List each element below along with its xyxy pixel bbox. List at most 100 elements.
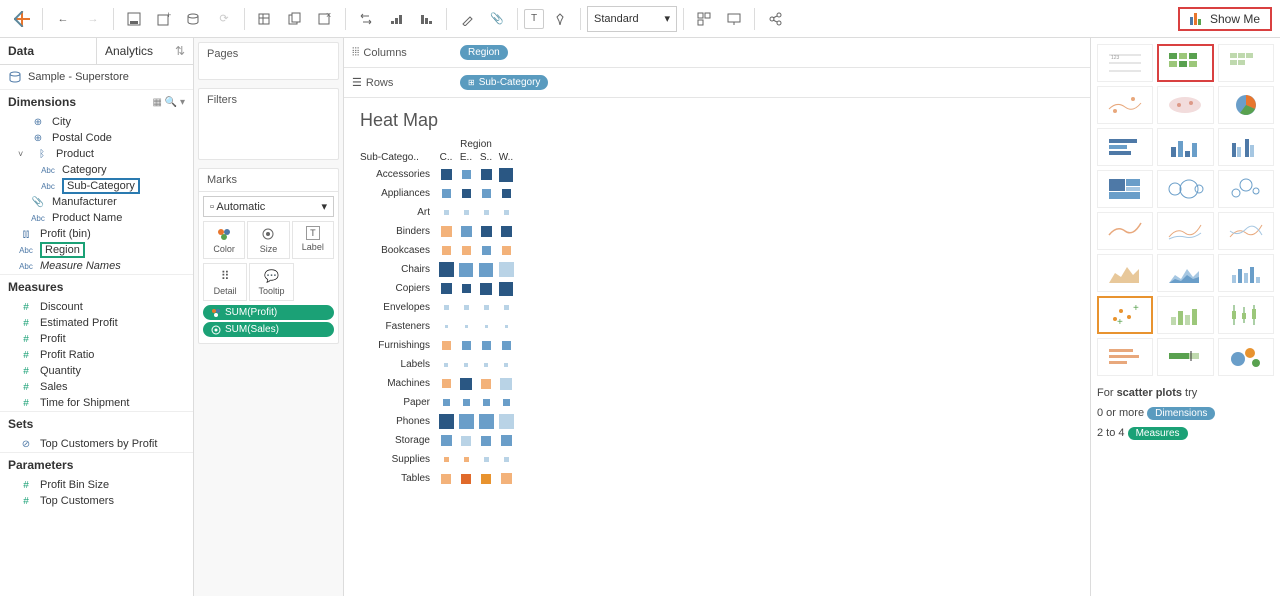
new-datasource-icon[interactable]: +: [150, 5, 178, 33]
show-me-thumb-23[interactable]: [1218, 338, 1274, 376]
columns-pill-region[interactable]: Region: [460, 45, 508, 60]
field-subcategory[interactable]: AbcSub-Category: [0, 178, 193, 194]
back-icon[interactable]: ←: [49, 5, 77, 33]
param-item[interactable]: #Top Customers: [0, 493, 193, 509]
measures-header: Measures: [0, 274, 193, 299]
pill-profit[interactable]: SUM(Profit): [203, 305, 334, 320]
tab-data[interactable]: Data: [0, 38, 97, 64]
marks-tooltip[interactable]: 💬Tooltip: [249, 263, 293, 301]
hm-row: Bookcases: [360, 241, 1074, 260]
field-profitbin[interactable]: ⫾⫾Profit (bin): [0, 226, 193, 242]
rows-pill-subcategory[interactable]: ⊞ Sub-Category: [460, 75, 548, 90]
group-icon[interactable]: 📎: [483, 5, 511, 33]
cards-icon[interactable]: [690, 5, 718, 33]
duplicate-icon[interactable]: [281, 5, 309, 33]
show-me-thumb-16[interactable]: [1157, 254, 1213, 292]
fit-select[interactable]: Standard▾: [587, 6, 677, 32]
columns-shelf[interactable]: ⦙⦙⦙ Columns Region: [344, 38, 1090, 68]
marks-size[interactable]: Size: [247, 221, 289, 259]
marks-type-select[interactable]: ▫ Automatic▾: [203, 196, 334, 217]
cards-column: Pages Filters Marks ▫ Automatic▾ Color S…: [194, 38, 344, 596]
svg-text:×: ×: [326, 12, 331, 20]
pin-icon[interactable]: [546, 5, 574, 33]
measure-discount[interactable]: #Discount: [0, 299, 193, 315]
presentation-icon[interactable]: [720, 5, 748, 33]
hm-row: Furnishings: [360, 336, 1074, 355]
measure-profitratio[interactable]: #Profit Ratio: [0, 347, 193, 363]
show-me-button[interactable]: Show Me: [1178, 7, 1272, 31]
dimensions-header: Dimensions ▦ 🔍 ▾: [0, 89, 193, 114]
show-me-thumb-3[interactable]: [1097, 86, 1153, 124]
measure-quantity[interactable]: #Quantity: [0, 363, 193, 379]
sort-desc-icon[interactable]: [412, 5, 440, 33]
marks-color[interactable]: Color: [203, 221, 245, 259]
share-icon[interactable]: [761, 5, 789, 33]
show-me-thumb-9[interactable]: [1097, 170, 1153, 208]
param-item[interactable]: #Profit Bin Size: [0, 477, 193, 493]
hm-row: Envelopes: [360, 298, 1074, 317]
marks-label[interactable]: TLabel: [292, 221, 334, 259]
data-sidebar: Data Analytics⇅ Sample - Superstore Dime…: [0, 38, 194, 596]
highlight-icon[interactable]: [453, 5, 481, 33]
show-me-thumb-0[interactable]: 123: [1097, 44, 1153, 82]
show-me-thumb-8[interactable]: [1218, 128, 1274, 166]
datasource-row[interactable]: Sample - Superstore: [0, 65, 193, 89]
hm-row: Accessories: [360, 165, 1074, 184]
show-me-thumb-14[interactable]: [1218, 212, 1274, 250]
field-manufacturer[interactable]: 📎Manufacturer: [0, 194, 193, 210]
new-worksheet-icon[interactable]: [251, 5, 279, 33]
field-category[interactable]: AbcCategory: [0, 162, 193, 178]
show-me-thumb-22[interactable]: [1157, 338, 1213, 376]
hm-row: Appliances: [360, 184, 1074, 203]
show-me-icon: [1190, 13, 1204, 25]
filters-card[interactable]: Filters: [198, 88, 339, 160]
hm-row: Labels: [360, 355, 1074, 374]
show-me-thumb-10[interactable]: [1157, 170, 1213, 208]
hm-row: Paper: [360, 393, 1074, 412]
field-region[interactable]: AbcRegion: [0, 242, 193, 258]
show-me-thumb-17[interactable]: [1218, 254, 1274, 292]
measure-timeforshipment[interactable]: #Time for Shipment: [0, 395, 193, 411]
field-measurenames[interactable]: AbcMeasure Names: [0, 258, 193, 274]
field-productname[interactable]: AbcProduct Name: [0, 210, 193, 226]
viz-title[interactable]: Heat Map: [360, 110, 1074, 131]
hm-row: Phones: [360, 412, 1074, 431]
show-me-thumb-21[interactable]: [1097, 338, 1153, 376]
show-me-thumb-19[interactable]: [1157, 296, 1213, 334]
forward-icon[interactable]: →: [79, 5, 107, 33]
logo-icon[interactable]: [8, 5, 36, 33]
sort-asc-icon[interactable]: [382, 5, 410, 33]
show-me-thumb-2[interactable]: [1218, 44, 1274, 82]
field-product[interactable]: ˅ᛒProduct: [0, 146, 193, 162]
show-me-thumb-6[interactable]: [1097, 128, 1153, 166]
pause-icon[interactable]: [180, 5, 208, 33]
save-icon[interactable]: [120, 5, 148, 33]
show-me-thumb-18[interactable]: ++: [1097, 296, 1153, 334]
measure-profit[interactable]: #Profit: [0, 331, 193, 347]
rows-shelf[interactable]: ☰ Rows ⊞ Sub-Category: [344, 68, 1090, 98]
show-me-thumb-4[interactable]: [1157, 86, 1213, 124]
clear-icon[interactable]: ×: [311, 5, 339, 33]
hm-row: Fasteners: [360, 317, 1074, 336]
show-me-thumb-11[interactable]: [1218, 170, 1274, 208]
show-me-thumb-13[interactable]: [1157, 212, 1213, 250]
show-me-thumb-1[interactable]: [1157, 44, 1213, 82]
measure-estimatedprofit[interactable]: #Estimated Profit: [0, 315, 193, 331]
field-city[interactable]: ⊕City: [0, 114, 193, 130]
show-me-thumb-5[interactable]: [1218, 86, 1274, 124]
set-item[interactable]: ⊘Top Customers by Profit: [0, 436, 193, 452]
swap-icon[interactable]: [352, 5, 380, 33]
measure-sales[interactable]: #Sales: [0, 379, 193, 395]
show-me-thumb-7[interactable]: [1157, 128, 1213, 166]
hm-row: Machines: [360, 374, 1074, 393]
field-postalcode[interactable]: ⊕Postal Code: [0, 130, 193, 146]
show-me-thumb-15[interactable]: [1097, 254, 1153, 292]
tab-analytics[interactable]: Analytics⇅: [97, 38, 193, 64]
show-me-thumb-12[interactable]: [1097, 212, 1153, 250]
pages-card[interactable]: Pages: [198, 42, 339, 80]
pill-sales[interactable]: SUM(Sales): [203, 322, 334, 337]
show-me-thumb-20[interactable]: [1218, 296, 1274, 334]
refresh-icon[interactable]: ⟳: [210, 5, 238, 33]
marks-detail[interactable]: ⠿Detail: [203, 263, 247, 301]
label-icon[interactable]: T: [524, 9, 544, 29]
